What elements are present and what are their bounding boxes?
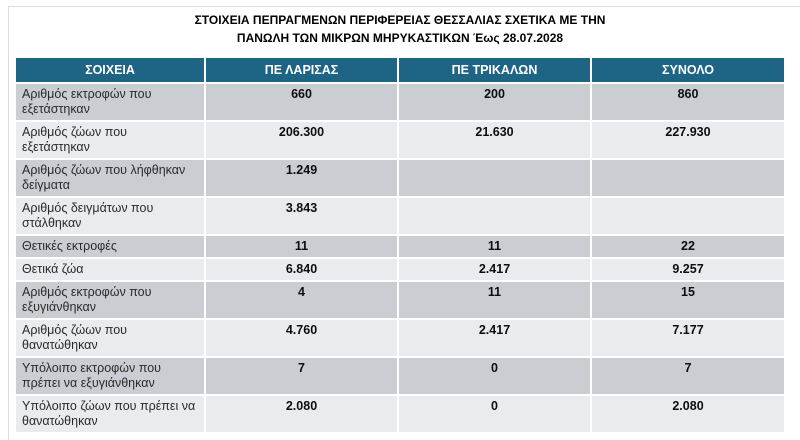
row-label: Θετικές εκτροφές xyxy=(16,236,204,257)
cell-larisa-value: 2.080 xyxy=(206,396,397,432)
table-row: Θετικές εκτροφές 11 11 22 xyxy=(16,236,784,257)
cell-trikala-value: 2.417 xyxy=(399,320,590,356)
cell-total-value: 15 xyxy=(592,282,784,318)
table-row: Αριθμός ζώων που λήφθηκαν δείγματα 1.249 xyxy=(16,160,784,196)
column-header-pe-larisas: ΠΕ ΛΑΡΙΣΑΣ xyxy=(206,58,397,82)
cell-trikala-value xyxy=(399,160,590,196)
page-edge-top-line xyxy=(8,6,800,7)
page-title-line1: ΣΤΟΙΧΕΙΑ ΠΕΠΡΑΓΜΕΝΩΝ ΠΕΡΙΦΕΡΕΙΑΣ ΘΕΣΣΑΛΙ… xyxy=(194,13,606,27)
cell-total-value: 227.930 xyxy=(592,122,784,158)
cell-total-value xyxy=(592,160,784,196)
cell-trikala-value xyxy=(399,198,590,234)
cell-total-value: 22 xyxy=(592,236,784,257)
table-row: Αριθμός ζώων που εξετάστηκαν 206.300 21.… xyxy=(16,122,784,158)
row-label: Υπόλοιπο εκτροφών που πρέπει να εξυγιάνθ… xyxy=(16,358,204,394)
row-label: Αριθμός ζώων που λήφθηκαν δείγματα xyxy=(16,160,204,196)
column-header-pe-trikalon: ΠΕ ΤΡΙΚΑΛΩΝ xyxy=(399,58,590,82)
cell-trikala-value: 200 xyxy=(399,84,590,120)
cell-trikala-value: 21.630 xyxy=(399,122,590,158)
cell-total-value xyxy=(592,198,784,234)
cell-total-value: 860 xyxy=(592,84,784,120)
row-label: Αριθμός δειγμάτων που στάλθηκαν xyxy=(16,198,204,234)
cell-total-value: 7.177 xyxy=(592,320,784,356)
table-header-row: ΣΟΙΧΕΙΑ ΠΕ ΛΑΡΙΣΑΣ ΠΕ ΤΡΙΚΑΛΩΝ ΣΥΝΟΛΟ xyxy=(16,58,784,82)
column-header-stoixeia: ΣΟΙΧΕΙΑ xyxy=(16,58,204,82)
page-title: ΣΤΟΙΧΕΙΑ ΠΕΠΡΑΓΜΕΝΩΝ ΠΕΡΙΦΕΡΕΙΑΣ ΘΕΣΣΑΛΙ… xyxy=(0,11,800,47)
cell-larisa-value: 3.843 xyxy=(206,198,397,234)
table-row: Υπόλοιπο ζώων που πρέπει να θανατώθηκαν … xyxy=(16,396,784,432)
cell-larisa-value: 4.760 xyxy=(206,320,397,356)
table-body: Αριθμός εκτροφών που εξετάστηκαν 660 200… xyxy=(16,84,784,432)
column-header-synolo: ΣΥΝΟΛΟ xyxy=(592,58,784,82)
page-title-line2: ΠΑΝΩΛΗ ΤΩΝ ΜΙΚΡΩΝ ΜΗΡΥΚΑΣΤΙΚΩΝ Έως 28.07… xyxy=(236,31,564,45)
row-label: Υπόλοιπο ζώων που πρέπει να θανατώθηκαν xyxy=(16,396,204,432)
table-row: Αριθμός δειγμάτων που στάλθηκαν 3.843 xyxy=(16,198,784,234)
row-label: Αριθμός εκτροφών που εξετάστηκαν xyxy=(16,84,204,120)
table-row: Θετικά ζώα 6.840 2.417 9.257 xyxy=(16,259,784,280)
table-row: Αριθμός ζώων που θανατώθηκαν 4.760 2.417… xyxy=(16,320,784,356)
table-row: Υπόλοιπο εκτροφών που πρέπει να εξυγιάνθ… xyxy=(16,358,784,394)
cell-trikala-value: 0 xyxy=(399,396,590,432)
table-row: Αριθμός εκτροφών που εξυγιάνθηκαν 4 11 1… xyxy=(16,282,784,318)
cell-larisa-value: 7 xyxy=(206,358,397,394)
row-label: Αριθμός ζώων που θανατώθηκαν xyxy=(16,320,204,356)
cell-trikala-value: 2.417 xyxy=(399,259,590,280)
page-edge-left-line xyxy=(8,6,9,440)
cell-larisa-value: 660 xyxy=(206,84,397,120)
row-label: Αριθμός ζώων που εξετάστηκαν xyxy=(16,122,204,158)
table-row: Αριθμός εκτροφών που εξετάστηκαν 660 200… xyxy=(16,84,784,120)
cell-total-value: 2.080 xyxy=(592,396,784,432)
cell-larisa-value: 11 xyxy=(206,236,397,257)
cell-trikala-value: 0 xyxy=(399,358,590,394)
cell-trikala-value: 11 xyxy=(399,236,590,257)
cell-larisa-value: 206.300 xyxy=(206,122,397,158)
row-label: Θετικά ζώα xyxy=(16,259,204,280)
cell-total-value: 9.257 xyxy=(592,259,784,280)
data-table: ΣΟΙΧΕΙΑ ΠΕ ΛΑΡΙΣΑΣ ΠΕ ΤΡΙΚΑΛΩΝ ΣΥΝΟΛΟ Αρ… xyxy=(14,56,786,434)
cell-larisa-value: 4 xyxy=(206,282,397,318)
cell-larisa-value: 6.840 xyxy=(206,259,397,280)
cell-larisa-value: 1.249 xyxy=(206,160,397,196)
cell-total-value: 7 xyxy=(592,358,784,394)
cell-trikala-value: 11 xyxy=(399,282,590,318)
row-label: Αριθμός εκτροφών που εξυγιάνθηκαν xyxy=(16,282,204,318)
